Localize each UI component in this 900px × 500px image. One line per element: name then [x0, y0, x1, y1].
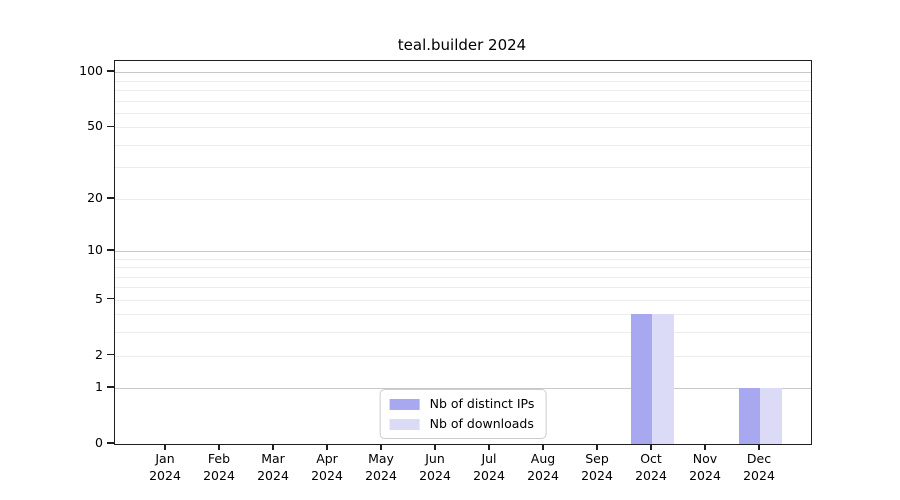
gridline-minor: [115, 332, 811, 334]
bar-nb-of-distinct-ips: [738, 388, 760, 444]
x-tick-month: Aug: [530, 451, 556, 466]
x-tick-month: May: [368, 451, 394, 466]
x-tick-label: Apr 2024: [295, 451, 359, 484]
x-tick-label: Feb 2024: [187, 451, 251, 484]
x-tick-year: 2024: [527, 467, 559, 483]
legend: Nb of distinct IPs Nb of downloads: [379, 389, 547, 439]
y-tick-label: 2: [95, 346, 103, 362]
gridline-minor: [115, 198, 811, 200]
gridline-minor: [115, 89, 811, 91]
x-tick-mark: [164, 444, 166, 450]
y-tick-mark: [107, 442, 114, 444]
y-tick-mark: [107, 297, 114, 300]
y-tick-mark: [107, 386, 114, 388]
x-tick-mark: [704, 444, 706, 450]
gridline-minor: [115, 314, 811, 316]
gridline-minor: [115, 258, 811, 260]
x-tick-month: Dec: [746, 451, 772, 466]
x-tick-mark: [542, 444, 544, 450]
x-tick-month: Apr: [316, 451, 338, 466]
y-tick-mark: [107, 125, 114, 127]
bar-nb-of-downloads: [760, 388, 782, 444]
y-tick-label: 20: [87, 189, 103, 205]
gridline-minor: [115, 127, 811, 129]
x-tick-mark: [650, 444, 652, 450]
x-tick-mark: [758, 444, 760, 450]
x-tick-year: 2024: [203, 467, 235, 483]
gridline-minor: [115, 299, 811, 301]
y-tick-label: 100: [79, 63, 103, 79]
x-tick-mark: [434, 444, 436, 450]
x-tick-label: Mar 2024: [241, 451, 305, 484]
legend-item: Nb of downloads: [389, 416, 535, 431]
x-tick-label: Oct 2024: [619, 451, 683, 484]
gridline-minor: [115, 144, 811, 146]
x-tick-label: Sep 2024: [565, 451, 629, 484]
x-tick-label: May 2024: [349, 451, 413, 484]
chart-title: teal.builder 2024: [397, 36, 527, 54]
x-tick-label: Jul 2024: [457, 451, 521, 484]
x-tick-year: 2024: [581, 467, 613, 483]
x-tick-label: Nov 2024: [673, 451, 737, 484]
x-tick-label: Dec 2024: [727, 451, 791, 484]
x-tick-year: 2024: [473, 467, 505, 483]
bar-nb-of-downloads: [652, 314, 674, 444]
x-tick-month: Jun: [425, 451, 445, 466]
legend-label: Nb of distinct IPs: [429, 396, 535, 411]
y-tick-label: 5: [95, 290, 103, 306]
legend-item: Nb of distinct IPs: [389, 396, 535, 411]
x-tick-year: 2024: [311, 467, 343, 483]
y-tick-label: 10: [87, 241, 103, 257]
gridline-minor: [115, 80, 811, 82]
x-tick-year: 2024: [689, 467, 721, 483]
x-tick-label: Jun 2024: [403, 451, 467, 484]
legend-swatch: [389, 418, 420, 430]
gridline-minor: [115, 267, 811, 268]
y-tick-label: 0: [95, 435, 103, 450]
x-tick-month: Jul: [481, 451, 497, 466]
gridline-minor: [115, 100, 811, 102]
legend-label: Nb of downloads: [429, 416, 534, 431]
y-tick-label: 50: [87, 118, 103, 134]
x-tick-month: Oct: [640, 451, 662, 466]
x-tick-month: Sep: [585, 451, 609, 466]
x-tick-mark: [326, 444, 328, 450]
gridline-major: [115, 250, 811, 252]
legend-swatch: [389, 398, 420, 410]
x-tick-mark: [488, 444, 490, 450]
x-tick-label: Aug 2024: [511, 451, 575, 484]
gridline-minor: [115, 167, 811, 169]
gridline-minor: [115, 355, 811, 357]
x-tick-year: 2024: [257, 467, 289, 483]
x-tick-mark: [218, 444, 220, 450]
x-tick-month: Jan: [155, 451, 175, 466]
x-tick-mark: [272, 444, 274, 450]
y-tick-mark: [107, 249, 114, 251]
gridline-minor: [115, 287, 811, 289]
x-tick-mark: [380, 444, 382, 450]
x-tick-month: Feb: [207, 451, 231, 466]
x-tick-year: 2024: [149, 467, 181, 483]
gridline-minor: [115, 276, 811, 278]
y-tick-mark: [107, 353, 114, 356]
x-tick-year: 2024: [635, 467, 667, 483]
x-tick-year: 2024: [419, 467, 451, 483]
y-tick-mark: [107, 197, 114, 199]
x-tick-label: Jan 2024: [133, 451, 197, 484]
plot-area: Nb of distinct IPs Nb of downloads: [114, 60, 812, 445]
x-tick-year: 2024: [743, 467, 775, 483]
x-tick-year: 2024: [365, 467, 397, 483]
y-tick-mark: [107, 70, 114, 72]
x-tick-month: Nov: [692, 451, 718, 466]
gridline-major: [115, 72, 811, 74]
x-tick-month: Mar: [261, 451, 285, 466]
y-tick-label: 1: [95, 379, 103, 395]
bar-nb-of-distinct-ips: [630, 314, 652, 444]
gridline-minor: [115, 112, 811, 114]
x-tick-mark: [596, 444, 598, 450]
